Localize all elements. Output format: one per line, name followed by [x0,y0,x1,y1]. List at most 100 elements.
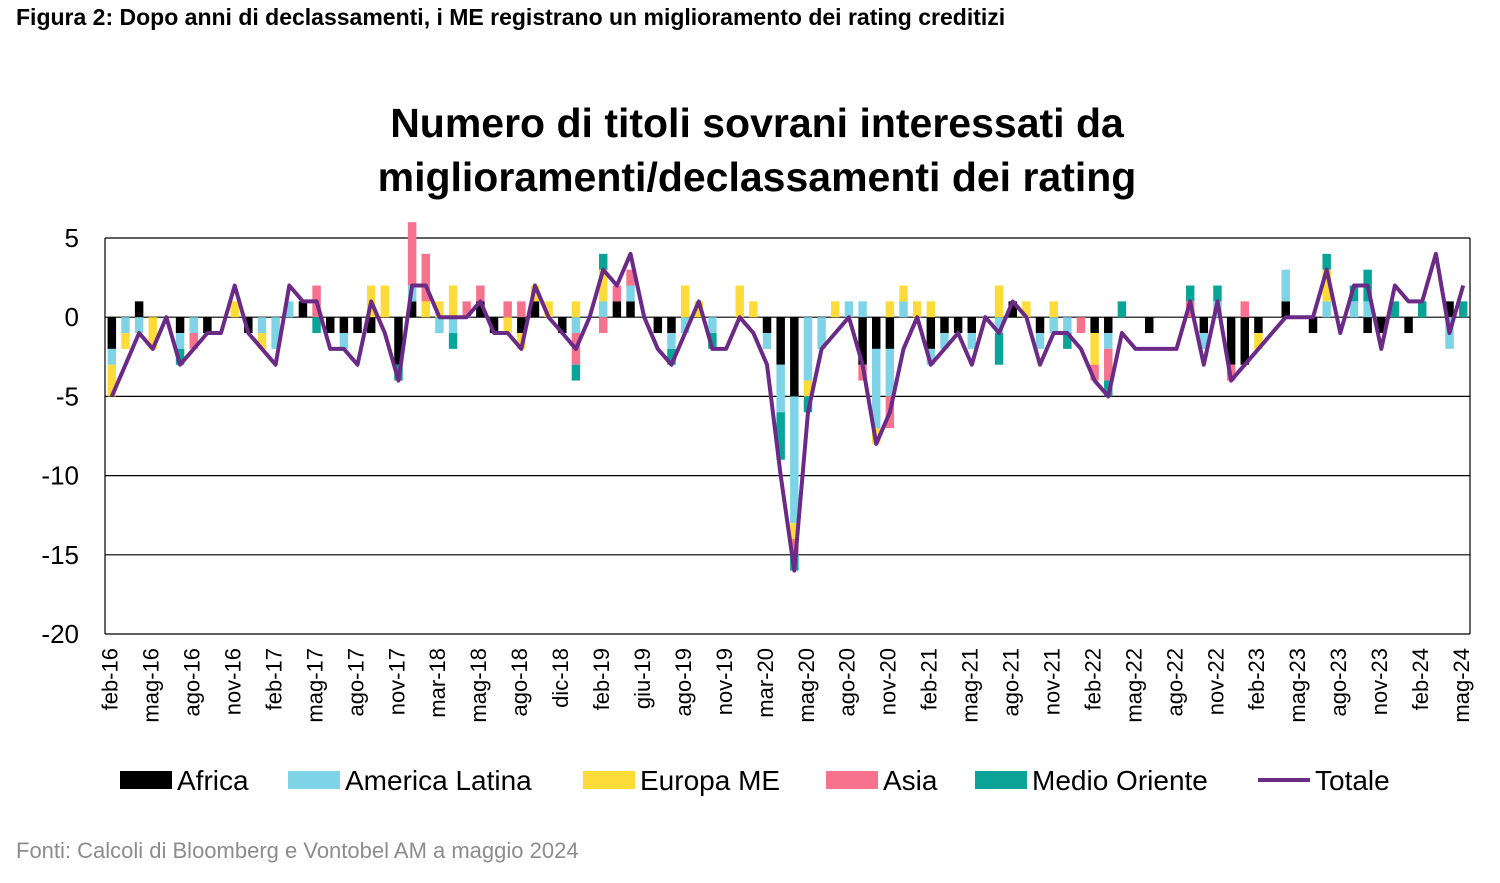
bar-segment [339,333,349,349]
bar-segment [1144,317,1154,334]
bar-segment [1349,301,1359,318]
bar-segment [790,538,799,555]
x-tick-label: mag-17 [302,648,327,723]
bar-segment [1104,317,1113,334]
bar-segment [871,348,881,429]
bar-segment [626,301,635,318]
bar-segment [1240,301,1250,318]
bar-segment [871,317,881,349]
bar-segment [667,333,676,349]
legend-swatch [826,771,878,789]
bar-segment [626,269,635,286]
bar-segment [926,317,936,349]
bar-segment [967,333,977,349]
bar-segment [885,301,895,318]
bar-segment [1377,317,1386,334]
bar-segment [558,317,567,334]
chart-title: Numero di titoli sovrani interessati da … [377,100,1137,200]
bar-segment [298,301,308,318]
x-tick-label: mag-20 [794,648,819,723]
bar-segment [1076,317,1086,334]
x-tick-label: ago-18 [507,648,532,717]
bar-segment [1458,301,1468,318]
bar-segment [1254,317,1263,334]
bar-segment [680,317,690,334]
x-tick-label: mag-18 [466,648,491,723]
bar-segment [994,285,1004,318]
bar-segment [134,317,144,334]
bar-segment [148,317,158,349]
bar-segment [1445,301,1454,318]
bar-segment [858,301,867,318]
bar-segment [407,222,417,286]
bar-segment [790,396,799,524]
x-tick-label: mag-21 [958,648,983,723]
bar-segment [776,317,785,365]
bar-segment [175,348,185,365]
bar-segment [203,317,212,334]
x-tick-label: ago-22 [1162,648,1187,717]
x-tick-label: ago-16 [180,648,205,717]
x-tick-label: nov-20 [876,648,901,715]
bar-segment [407,301,417,318]
x-tick-label: nov-22 [1203,648,1228,715]
bar-segment [462,301,471,318]
x-tick-label: mar-18 [425,648,450,718]
bar-segment [926,348,936,365]
x-tick-label: nov-23 [1367,648,1392,715]
bar-segment [421,253,431,302]
bar-segment [448,285,458,318]
bar-segment [626,285,635,302]
x-tick-label: nov-21 [1039,648,1064,715]
x-tick-label: ago-20 [835,648,860,717]
bar-segment [776,412,785,460]
bar-segment [107,364,117,397]
bar-segment [926,301,936,318]
bar-segment [1404,317,1413,334]
figure-caption: Figura 2: Dopo anni di declassamenti, i … [16,4,1006,30]
bar-segment [353,317,362,334]
bar-segment [994,333,1004,365]
bar-segment [571,317,581,334]
bar-segment [517,301,526,318]
bar-segment [831,301,840,318]
bar-segment [503,317,512,334]
bar-segment [448,317,458,334]
bar-segment [489,317,499,334]
legend-label: Medio Oriente [1032,765,1208,796]
bar-segment [257,317,267,334]
bar-segment [1063,333,1072,349]
bar-segment [175,317,185,334]
bar-segment [749,301,758,318]
x-tick-label: mar-20 [753,648,778,718]
bar-segment [790,523,799,539]
bar-segment [244,317,253,334]
bar-segment [435,301,444,318]
bar-segment [544,301,553,318]
bar-segment [708,317,717,334]
bar-segment [1090,364,1099,381]
bar-segment [1063,317,1072,334]
bar-segment [790,317,799,397]
bar-segment [1281,301,1290,318]
bar-segment [1049,301,1058,318]
bar-segment [366,317,376,334]
y-tick-label: -10 [41,461,79,491]
bar-segment [1185,285,1195,302]
bar-segment [1322,253,1331,270]
x-tick-label: ago-17 [343,648,368,717]
bar-segment [912,301,922,318]
bar-segment [1035,333,1045,349]
x-tick-label: feb-23 [1244,648,1269,710]
bar-segment [817,317,826,349]
bar-segment [107,348,117,365]
source-note: Fonti: Calcoli di Bloomberg e Vontobel A… [16,838,579,863]
bar-segment [517,317,526,334]
bar-segment [312,317,321,334]
bar-segment [571,301,581,318]
bar-segment [1117,301,1127,318]
y-tick-label: 0 [65,302,79,332]
total-line [109,251,1466,573]
bar-segment [1363,301,1372,318]
